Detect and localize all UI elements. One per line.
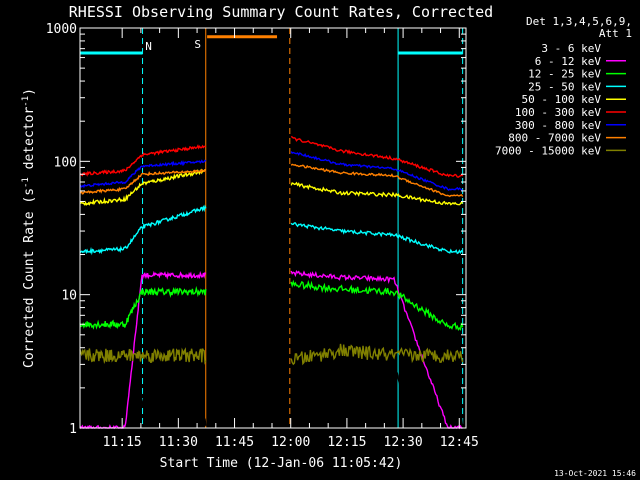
series-line bbox=[290, 151, 463, 192]
x-axis-label: Start Time (12-Jan-06 11:05:42) bbox=[160, 456, 403, 471]
y-tick-label: 1 bbox=[69, 422, 77, 437]
legend-label: 800 - 7000 keV bbox=[508, 132, 601, 145]
series-3 bbox=[79, 204, 464, 256]
series-line bbox=[79, 204, 207, 256]
series-8 bbox=[79, 343, 464, 366]
saa-marker-label: S bbox=[194, 38, 201, 51]
series-line bbox=[290, 269, 463, 430]
series-line bbox=[290, 135, 464, 178]
x-tick-label: 12:15 bbox=[327, 435, 366, 450]
legend-label: 3 - 6 keV bbox=[541, 42, 601, 55]
series-line bbox=[290, 279, 464, 331]
legend-label: 300 - 800 keV bbox=[515, 119, 601, 132]
legend-label: 50 - 100 keV bbox=[522, 93, 602, 106]
series-line bbox=[80, 168, 206, 207]
x-tick-label: 12:30 bbox=[384, 435, 423, 450]
series-line bbox=[290, 363, 464, 431]
x-tick-label: 12:45 bbox=[440, 435, 479, 450]
chart-title: RHESSI Observing Summary Count Rates, Co… bbox=[69, 3, 493, 21]
series-line bbox=[290, 222, 464, 255]
series-4 bbox=[80, 168, 464, 207]
series-line bbox=[79, 347, 207, 365]
series-line bbox=[79, 168, 206, 195]
series-line bbox=[79, 363, 207, 429]
x-axis: 11:15 11:30 11:45 12:00 12:15 12:30 12:45 bbox=[103, 28, 479, 450]
legend-label: 6 - 12 keV bbox=[535, 55, 602, 68]
series-2 bbox=[79, 279, 464, 331]
y-axis-label: Corrected Count Rate (s-1 detector-1) bbox=[21, 88, 37, 368]
x-tick-label: 11:45 bbox=[215, 435, 254, 450]
y-tick-label: 1000 bbox=[46, 22, 77, 37]
series-line bbox=[79, 159, 207, 189]
legend-label: 100 - 300 keV bbox=[515, 106, 601, 119]
series-line bbox=[290, 343, 464, 366]
y-tick-label: 100 bbox=[54, 155, 77, 170]
footer-date: 13-Oct-2021 15:46 bbox=[554, 469, 636, 478]
series-0 bbox=[79, 363, 464, 431]
series-7 bbox=[79, 163, 464, 198]
series-line bbox=[79, 285, 207, 330]
legend-label: 25 - 50 keV bbox=[528, 80, 601, 93]
series-6 bbox=[79, 151, 463, 192]
series-line bbox=[79, 144, 207, 177]
legend-header-1: Det 1,3,4,5,6,9, bbox=[526, 15, 632, 28]
series-line bbox=[290, 163, 464, 198]
plot-frame bbox=[79, 27, 467, 429]
legend-label: 12 - 25 keV bbox=[528, 68, 601, 81]
legend-label: 7000 - 15000 keV bbox=[495, 144, 601, 157]
y-tick-label: 10 bbox=[61, 289, 77, 304]
series-line bbox=[290, 181, 464, 206]
x-tick-label: 12:00 bbox=[271, 435, 310, 450]
x-tick-label: 11:30 bbox=[159, 435, 198, 450]
night-marker-label: N bbox=[145, 40, 152, 53]
y-axis: 1 10 100 1000 bbox=[46, 22, 466, 437]
x-tick-label: 11:15 bbox=[103, 435, 142, 450]
legend-header-2: Att 1 bbox=[599, 27, 632, 40]
series-5 bbox=[79, 135, 464, 178]
